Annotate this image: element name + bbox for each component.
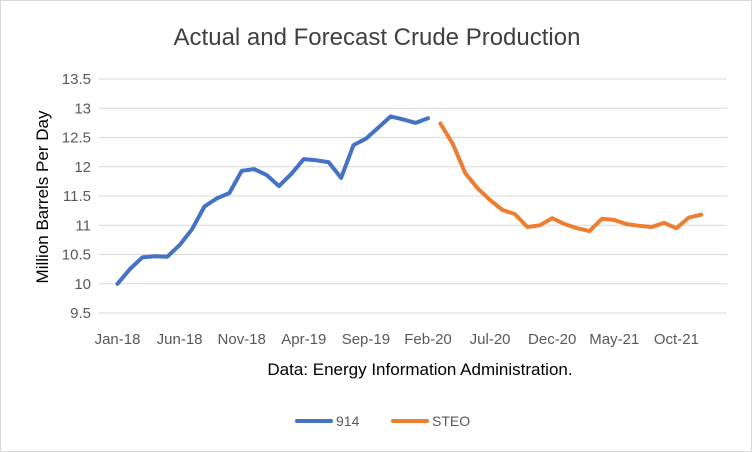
x-tick-label: Sep-19 [342, 331, 390, 348]
x-tick-label: Feb-20 [404, 331, 452, 348]
series-line-steo [438, 121, 704, 234]
y-tick-label: 11 [75, 217, 91, 234]
x-axis-ticks: Jan-18 Jun-18 Nov-18 Apr-19 Sep-19 Feb-20 Jul-… [95, 331, 699, 348]
x-tick-label: Nov-18 [218, 331, 266, 348]
y-tick-label: 9.5 [70, 305, 91, 322]
x-tick-label: Jul-20 [470, 331, 511, 348]
x-tick-label: Apr-19 [281, 331, 326, 348]
y-axis-title: Million Barrels Per Day [33, 110, 52, 283]
legend-label: 914 [336, 413, 360, 429]
gridlines [99, 78, 727, 314]
plot-area [115, 114, 704, 286]
x-tick-label: Dec-20 [528, 331, 576, 348]
y-tick-label: 10.5 [62, 247, 91, 264]
chart-title: Actual and Forecast Crude Production [174, 24, 581, 51]
y-axis-ticks: 9.5 10 10.5 11 11.5 12 12.5 13 13.5 [62, 71, 91, 322]
x-tick-label: Jun-18 [157, 331, 203, 348]
y-tick-label: 12 [74, 159, 91, 176]
x-tick-label: May-21 [589, 331, 639, 348]
legend-label: STEO [432, 413, 470, 429]
x-tick-label: Oct-21 [654, 331, 699, 348]
y-tick-label: 10 [74, 276, 91, 293]
y-tick-label: 12.5 [62, 130, 91, 147]
x-tick-label: Jan-18 [95, 331, 141, 348]
y-tick-label: 11.5 [63, 188, 91, 205]
y-tick-label: 13 [74, 100, 91, 117]
y-tick-label: 13.5 [62, 71, 91, 88]
series-line-914 [115, 114, 430, 286]
legend: 914 STEO [295, 413, 470, 429]
x-axis-title: Data: Energy Information Administration. [267, 360, 572, 379]
